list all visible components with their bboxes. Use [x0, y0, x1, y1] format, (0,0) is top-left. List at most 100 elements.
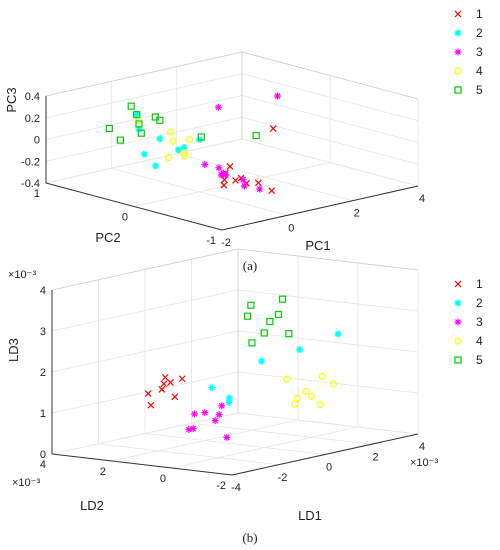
legend-marker-2-stroke — [454, 30, 462, 36]
grid-line — [45, 138, 243, 184]
legend-marker-2 — [454, 29, 462, 37]
data-point-series-2 — [156, 135, 164, 143]
data-point-series-3 — [239, 176, 247, 184]
data-point-series-3-stroke — [215, 104, 222, 111]
z-axis-label: PC3 — [4, 87, 19, 112]
grid-line — [191, 422, 372, 445]
data-point-series-3-stroke — [218, 402, 225, 409]
data-point-series-3-stroke — [185, 426, 192, 433]
data-point-series-4 — [307, 392, 316, 400]
data-point-series-2-stroke — [258, 358, 265, 364]
x-axis-line — [221, 185, 419, 231]
data-point-series-5 — [156, 116, 164, 124]
data-point-series-1-stroke — [268, 187, 276, 195]
data-point-series-3 — [185, 426, 193, 434]
data-point-series-2-stroke — [141, 151, 148, 157]
y-tick-label: 1 — [34, 188, 40, 200]
grid-line — [241, 138, 419, 187]
data-point-series-3-stroke — [201, 161, 208, 168]
x-tick-label: 4 — [419, 441, 425, 453]
legend-marker-2 — [454, 299, 462, 307]
data-point-series-4 — [318, 372, 327, 381]
data-point-series-1 — [220, 181, 228, 189]
grid-line — [133, 162, 331, 207]
z-exponent: ×10⁻³ — [8, 269, 36, 281]
data-point-series-3-stroke — [216, 164, 222, 171]
data-point-series-1 — [268, 187, 276, 195]
data-point-series-2-stroke — [175, 147, 182, 153]
data-point-series-1-stroke — [167, 379, 174, 386]
grid-line — [98, 443, 279, 466]
data-point-series-4 — [302, 387, 310, 395]
data-point-series-1 — [178, 375, 186, 383]
data-point-series-4 — [291, 400, 299, 408]
data-point-series-1 — [147, 401, 155, 409]
y-tick-label: -1 — [206, 235, 216, 247]
legend-marker-2-stroke — [454, 300, 462, 306]
data-point-series-3 — [201, 160, 209, 168]
data-point-series-2-stroke — [180, 144, 188, 150]
data-point-series-3 — [223, 433, 231, 441]
z-axis-label: LD3 — [6, 338, 21, 362]
x-axis-line — [231, 433, 419, 476]
data-point-series-3 — [218, 402, 226, 410]
legend-marker-3 — [454, 48, 462, 56]
legend-marker-4 — [454, 337, 462, 345]
legend-marker-5 — [454, 356, 462, 364]
data-point-series-1-stroke — [269, 125, 277, 132]
grid-line — [237, 330, 419, 353]
data-point-series-3-stroke — [274, 93, 281, 99]
data-point-series-5 — [285, 330, 293, 338]
data-point-series-1 — [221, 176, 228, 184]
grid-line — [45, 116, 243, 162]
x-axis-label: PC1 — [305, 238, 330, 253]
legend-marker-3-stroke — [455, 319, 461, 325]
legend-label: 2 — [476, 26, 483, 40]
data-point-series-5 — [127, 102, 135, 110]
data-point-series-2-stroke — [135, 126, 143, 132]
data-point-series-2-stroke — [152, 163, 159, 169]
grid-line — [111, 419, 299, 462]
data-point-series-1 — [158, 386, 166, 393]
data-point-series-2 — [296, 346, 304, 354]
legend-label: 5 — [476, 83, 483, 97]
data-point-series-3-stroke — [223, 434, 230, 441]
box-edge — [241, 51, 419, 100]
box-edge — [45, 51, 243, 97]
data-point-series-4 — [185, 136, 194, 144]
data-point-series-4 — [316, 400, 324, 409]
data-point-series-1 — [226, 162, 234, 170]
box-edge — [237, 248, 419, 271]
data-point-series-5 — [137, 129, 145, 137]
data-point-series-1 — [144, 390, 152, 397]
figure-caption: (a) — [243, 258, 257, 273]
legend-marker-3-stroke — [455, 49, 461, 55]
data-point-series-4 — [293, 394, 301, 402]
data-point-series-5 — [197, 133, 205, 141]
data-point-series-1 — [232, 176, 239, 184]
data-point-series-5 — [274, 310, 283, 319]
data-point-series-1-stroke — [147, 401, 155, 409]
z-tick-label: 0 — [34, 135, 40, 147]
data-point-series-3 — [215, 411, 223, 419]
y-exponent: ×10⁻³ — [12, 477, 40, 489]
data-point-series-3-stroke — [240, 176, 246, 183]
data-point-series-1-stroke — [171, 393, 179, 401]
data-point-series-2-stroke — [296, 347, 304, 353]
x-tick-label: 4 — [419, 193, 425, 205]
data-point-series-2 — [141, 150, 149, 158]
data-point-series-2 — [258, 357, 266, 365]
z-tick-label: 0.4 — [25, 91, 40, 103]
data-point-series-5 — [135, 120, 143, 128]
data-point-series-3-stroke — [201, 409, 208, 416]
legend-label: 5 — [476, 353, 483, 367]
data-point-series-3-stroke — [222, 172, 229, 178]
y-tick-label: 0 — [160, 473, 166, 485]
data-point-series-2 — [152, 162, 160, 170]
data-point-series-2 — [334, 330, 342, 338]
y-axis-label: PC2 — [95, 230, 120, 245]
data-point-series-2 — [174, 146, 182, 154]
grid-line — [51, 289, 239, 332]
y-tick-label: 0 — [122, 212, 128, 224]
